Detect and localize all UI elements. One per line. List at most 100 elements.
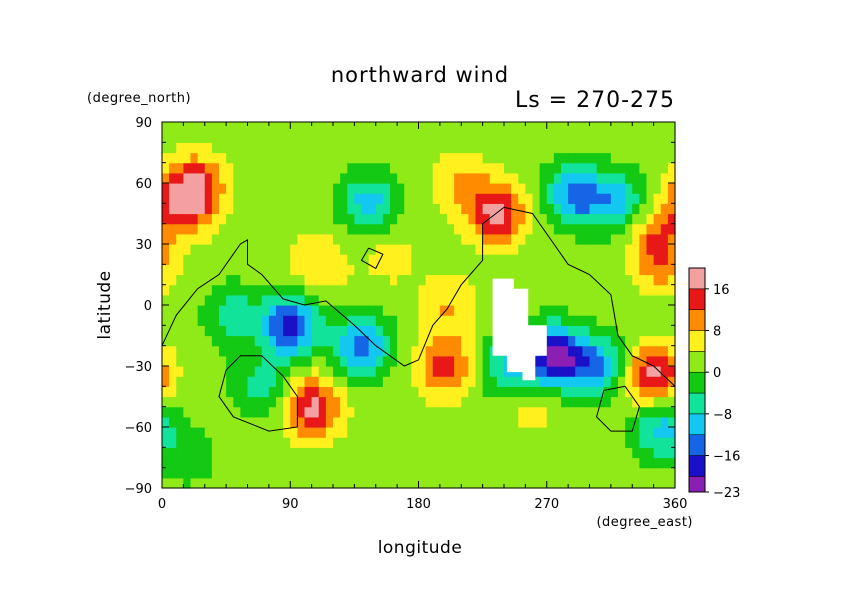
heatmap-cell [233,203,241,215]
heatmap-cell [247,254,256,265]
heatmap-cell [432,162,441,174]
heatmap-cell [162,345,170,357]
contour-line [360,247,384,270]
heatmap-cell [190,233,199,245]
heatmap-cell [361,335,370,347]
heatmap-cell [347,355,355,367]
heatmap-cell [297,274,306,286]
heatmap-cell [532,264,541,276]
heatmap-cell [596,457,605,469]
heatmap-cell [183,233,192,245]
heatmap-cell [276,264,284,276]
heatmap-cell [340,183,348,194]
heatmap-cell [632,386,640,398]
heatmap-cell [468,132,477,143]
heatmap-cell [425,416,434,428]
heatmap-cell [361,284,370,296]
heatmap-cell [204,233,213,245]
heatmap-cell [261,406,270,418]
heatmap-cell [625,396,633,408]
heatmap-cell [397,376,405,387]
heatmap-cell [340,152,348,164]
heatmap-cell [340,203,348,215]
colorbar-swatch [688,476,706,493]
heatmap-cell [382,294,391,306]
heatmap-cell [625,193,633,204]
heatmap-cell [397,315,405,326]
heatmap-cell [425,315,434,326]
heatmap-cell [482,437,491,448]
heatmap-cell [425,244,434,255]
heatmap-cell [518,477,526,489]
heatmap-cell [318,213,327,225]
heatmap-cell [425,274,434,286]
heatmap-cell [589,183,598,194]
heatmap-cell [660,122,669,133]
heatmap-cell [325,223,334,235]
heatmap-cell [276,427,284,438]
heatmap-cell [603,233,612,245]
heatmap-cell [375,264,384,276]
heatmap-cell [254,396,263,408]
heatmap-cell [568,437,576,448]
heatmap-cell [667,396,676,408]
heatmap-cell [204,325,213,337]
heatmap-cell [632,325,640,337]
heatmap-cell [447,223,455,235]
heatmap-cell [532,355,541,367]
heatmap-cell [375,416,384,428]
heatmap-cell [240,396,249,408]
heatmap-cell [447,233,455,245]
heatmap-cell [333,122,341,133]
heatmap-cell [226,376,234,387]
heatmap-cell [397,366,405,377]
heatmap-cell [240,376,249,387]
heatmap-cell [333,244,341,255]
heatmap-cell [169,223,177,235]
heatmap-cell [504,396,512,408]
heatmap-cell [318,416,327,428]
heatmap-cell [204,294,213,306]
heatmap-cell [375,223,384,235]
heatmap-cell [646,233,655,245]
heatmap-cell [632,457,640,469]
heatmap-cell [532,386,541,398]
heatmap-cell [596,467,605,479]
heatmap-cell [261,345,270,357]
heatmap-cell [183,335,192,347]
heatmap-cell [525,213,534,225]
heatmap-cell [297,427,306,438]
heatmap-cell [347,183,355,194]
heatmap-cell [325,406,334,418]
heatmap-cell [432,223,441,235]
heatmap-cell [268,284,277,296]
heatmap-cell [546,427,555,438]
heatmap-cell [575,437,583,448]
heatmap-cell [347,427,355,438]
heatmap-cell [582,172,591,184]
heatmap-cell [432,396,441,408]
heatmap-cell [618,366,626,377]
heatmap-cell [639,223,648,235]
heatmap-cell [283,416,291,428]
heatmap-cell [582,335,591,347]
heatmap-cell [368,142,377,154]
heatmap-cell [219,284,227,296]
heatmap-cell [290,447,298,459]
heatmap-cell [454,396,462,408]
heatmap-cell [197,284,206,296]
heatmap-cell [596,284,605,296]
heatmap-cell [375,447,384,459]
heatmap-cell [254,172,263,184]
heatmap-cell [276,274,284,286]
heatmap-cell [539,193,548,204]
heatmap-cell [489,447,498,459]
heatmap-cell [518,437,526,448]
heatmap-cell [411,427,420,438]
heatmap-cell [169,406,177,418]
heatmap-cell [475,254,484,265]
heatmap-cell [311,396,320,408]
heatmap-cell [539,376,548,387]
heatmap-cell [639,447,648,459]
heatmap-cell [447,467,455,479]
